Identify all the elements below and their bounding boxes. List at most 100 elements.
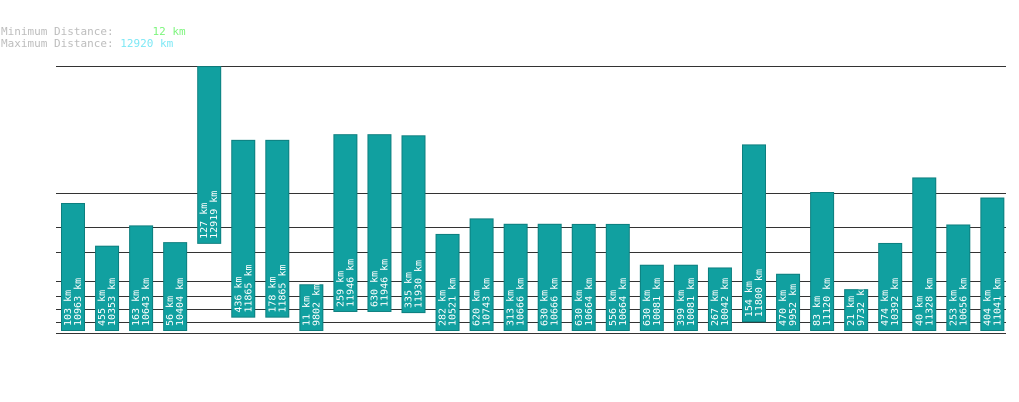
bar-group: 127 km 12919 km — [197, 66, 222, 244]
bar-max-label: 10664 km — [584, 278, 595, 326]
bar-min-label: 103 km — [63, 290, 74, 326]
bar — [435, 233, 460, 331]
bar-min-label: 455 km — [97, 290, 108, 326]
bar — [231, 139, 256, 318]
bar-max-label: 10666 km — [516, 278, 527, 326]
bar-group: 282 km 10521 km — [435, 233, 460, 331]
bar-group: 267 km 10042 km — [707, 267, 732, 331]
bar-group: 103 km 10963 km — [61, 202, 85, 332]
bar-group: 620 km 10743 km — [469, 218, 494, 331]
bar-min-label: 83 km — [812, 296, 823, 326]
bar — [776, 273, 801, 332]
bar-group: 178 km 11865 km — [265, 139, 290, 318]
bar-min-label: 630 km — [642, 290, 653, 326]
bar-max-label: 11930 km — [414, 260, 425, 308]
bar-max-label: 10404 km — [175, 278, 186, 326]
bar-min-label: 436 km — [233, 277, 244, 313]
bar-group: 556 km 10664 km — [605, 223, 630, 331]
bar-min-label: 282 km — [438, 290, 449, 326]
bar-group: 83 km 11120 km — [810, 192, 835, 331]
bar — [912, 177, 937, 331]
bar-min-label: 163 km — [131, 290, 142, 326]
bar — [401, 135, 426, 314]
bar-min-label: 253 km — [948, 290, 959, 326]
bar-max-label: 10353 km — [107, 278, 118, 326]
bar — [571, 223, 596, 331]
bar-max-label: 11328 km — [924, 278, 935, 326]
bar-max-label: 11800 km — [754, 269, 765, 317]
bar — [129, 225, 154, 331]
bar-group: 335 km 11930 km — [401, 135, 426, 314]
bars: 103 km 10963 km 455 km 10353 km 163 km 10643 … — [61, 66, 1005, 332]
min-distance-label: Minimum Distance: — [1, 25, 114, 38]
bar-max-label: 11120 km — [822, 278, 833, 326]
bar-group: 56 km 10404 km — [163, 242, 188, 331]
bar-min-label: 56 km — [165, 296, 176, 326]
bar — [673, 264, 698, 332]
bar-max-label: 12919 km — [209, 191, 220, 239]
bar — [537, 223, 562, 331]
bar-group: 630 km 11946 km — [367, 134, 392, 312]
min-distance-value: 12 km — [152, 25, 186, 38]
bar-group: 630 km 10664 km — [571, 223, 596, 331]
bar-max-label: 10743 km — [482, 278, 493, 326]
bar-max-label: 9802 km — [311, 284, 322, 326]
bar — [333, 134, 358, 312]
distance-stats: Minimum Distance: 12 km Maximum Distance:… — [1, 26, 186, 50]
bar-min-label: 178 km — [267, 277, 278, 313]
bar — [946, 224, 971, 331]
bar — [844, 289, 869, 332]
bar-min-label: 335 km — [404, 272, 415, 308]
bar — [639, 264, 664, 332]
bar — [265, 139, 290, 318]
bar-min-label: 21 km — [846, 296, 857, 326]
bar — [95, 245, 120, 331]
bar-min-label: 313 km — [506, 290, 517, 326]
bar — [61, 202, 85, 332]
bar-group: 470 km 9952 km — [776, 273, 801, 332]
max-distance-row: Maximum Distance: 12920 km — [1, 38, 186, 50]
bar-max-label: 9952 km — [788, 284, 799, 326]
bar-group: 40 km 11328 km — [912, 177, 937, 331]
bar-min-label: 399 km — [676, 290, 687, 326]
bar-min-label: 620 km — [472, 290, 483, 326]
bar-max-label: 9732 km — [856, 284, 867, 326]
bar-max-label: 11041 km — [992, 278, 1003, 326]
bar-max-label: 10042 km — [720, 278, 731, 326]
bar-min-label: 127 km — [199, 203, 210, 239]
bar-min-label: 556 km — [608, 290, 619, 326]
bar-group: 253 km 10656 km — [946, 224, 971, 331]
bar-max-label: 10392 km — [890, 278, 901, 326]
bar-group: 455 km 10353 km — [95, 245, 120, 331]
bar — [299, 284, 324, 332]
bar-max-label: 10656 km — [958, 278, 969, 326]
bar-max-label: 10081 km — [652, 278, 663, 326]
bar-max-label: 10666 km — [550, 278, 561, 326]
bar-min-label: 630 km — [574, 290, 585, 326]
bar-min-label: 267 km — [710, 290, 721, 326]
min-distance-row: Minimum Distance: 12 km — [1, 26, 186, 38]
bar-group: 436 km 11865 km — [231, 139, 256, 318]
bar-max-label: 10963 km — [73, 278, 84, 326]
bar-group: 404 km 11041 km — [980, 197, 1005, 331]
bar-min-label: 404 km — [982, 290, 993, 326]
bar-max-label: 10521 km — [448, 278, 459, 326]
bar-max-label: 11865 km — [243, 264, 254, 312]
bar — [367, 134, 392, 312]
bar — [605, 223, 630, 331]
bar-min-label: 259 km — [335, 271, 346, 307]
max-distance-value: 12920 km — [120, 37, 174, 50]
bar-group: 154 km 11800 km — [742, 144, 766, 323]
bar — [469, 218, 494, 331]
bar — [197, 66, 222, 244]
bar — [707, 267, 732, 331]
bar — [980, 197, 1005, 331]
bar-min-label: 474 km — [880, 290, 891, 326]
bar — [503, 223, 528, 331]
bar-group: 399 km 10081 km — [673, 264, 698, 332]
bar-group: 21 km 9732 km — [844, 284, 869, 332]
bar-group: 474 km 10392 km — [878, 242, 903, 332]
bar-min-label: 470 km — [778, 290, 789, 326]
bar-group: 11 km 9802 km — [299, 284, 324, 332]
